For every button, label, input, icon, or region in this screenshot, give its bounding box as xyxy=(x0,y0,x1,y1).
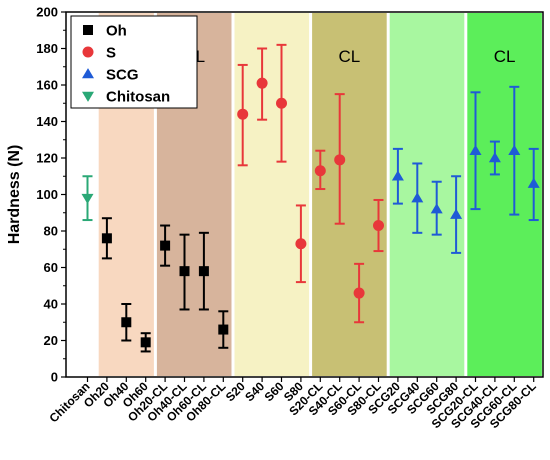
point-oh40 xyxy=(121,317,132,328)
y-tick-label: 200 xyxy=(36,5,58,20)
point-scg40-cl xyxy=(488,152,501,163)
point-s40 xyxy=(256,77,268,89)
legend-label-s: S xyxy=(106,45,116,62)
legend-marker-scg xyxy=(82,68,94,79)
y-tick-label: 80 xyxy=(44,224,58,239)
point-s60-cl xyxy=(353,287,365,299)
point-chitosan xyxy=(81,193,94,205)
y-tick-label: 160 xyxy=(36,78,58,93)
point-oh40-cl xyxy=(179,266,190,277)
legend-label-chitosan: Chitosan xyxy=(106,89,170,106)
markers-layer xyxy=(81,77,540,348)
y-axis: 0 20 40 60 80 100 120 140 160 180 200 xyxy=(36,5,66,385)
y-axis-title: Hardness (N) xyxy=(6,145,23,245)
legend-marker-s xyxy=(82,46,94,58)
point-scg60-cl xyxy=(508,144,521,155)
point-scg80-cl xyxy=(527,177,540,188)
y-tick-label: 60 xyxy=(44,260,58,275)
legend-label-oh: Oh xyxy=(106,23,127,40)
point-s80 xyxy=(295,238,307,250)
legend-marker-oh xyxy=(83,25,93,35)
point-scg80 xyxy=(450,208,463,219)
point-oh80-cl xyxy=(218,324,229,335)
point-s80-cl xyxy=(373,220,384,232)
y-tick-label: 100 xyxy=(36,187,58,202)
point-s40-cl xyxy=(334,154,346,166)
bands-layer: CLCLCL xyxy=(98,13,542,376)
y-tick-label: 20 xyxy=(44,333,58,348)
legend-marker-chitosan xyxy=(82,91,94,102)
point-scg20-cl xyxy=(469,144,482,155)
point-scg40 xyxy=(411,192,424,203)
band-label-cl: CL xyxy=(494,47,516,66)
point-s60 xyxy=(276,97,287,109)
point-oh20 xyxy=(101,233,112,244)
band-2 xyxy=(234,13,310,376)
point-oh60-cl xyxy=(198,266,209,277)
point-scg20 xyxy=(391,170,404,181)
point-s20 xyxy=(237,108,249,120)
legend-label-scg: SCG xyxy=(106,67,139,84)
y-tick-label: 140 xyxy=(36,114,58,129)
band-label-cl: CL xyxy=(339,47,361,66)
y-tick-label: 180 xyxy=(36,41,58,56)
point-oh20-cl xyxy=(160,240,171,251)
point-oh60 xyxy=(140,337,151,348)
y-tick-label: 120 xyxy=(36,151,58,166)
point-s20-cl xyxy=(314,165,326,177)
band-3 xyxy=(312,13,387,376)
y-tick-label: 40 xyxy=(44,297,58,312)
y-tick-label: 0 xyxy=(51,370,58,385)
point-scg60 xyxy=(430,203,443,214)
band-5 xyxy=(467,13,542,376)
x-axis: ChitosanOh20Oh40Oh60Oh20-CLOh40-CLOh60-C… xyxy=(46,377,539,431)
legend: Oh S SCG Chitosan xyxy=(70,15,198,109)
band-4 xyxy=(389,13,465,376)
